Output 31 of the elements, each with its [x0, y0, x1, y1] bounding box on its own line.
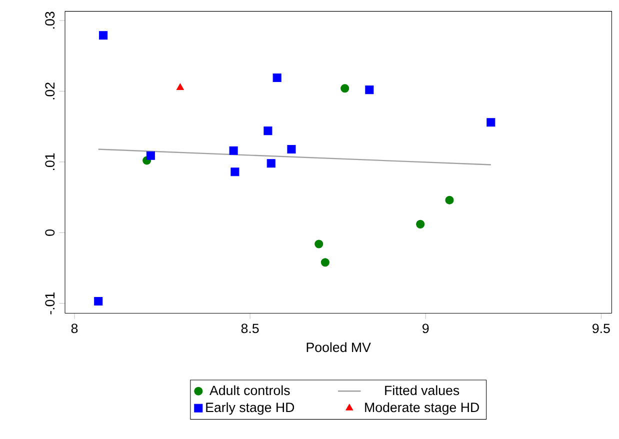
point	[486, 118, 496, 127]
point	[365, 86, 374, 94]
y-tick-label: .02	[45, 82, 55, 100]
legend-label: Fitted values	[385, 385, 460, 396]
y-tick-label: -.01	[45, 292, 55, 314]
legend-label: Moderate stage HD	[365, 402, 479, 415]
point	[229, 146, 238, 155]
point	[266, 159, 276, 168]
y-tick-label: .03	[45, 12, 55, 29]
point	[287, 144, 296, 154]
legend-label: Early stage HD	[206, 402, 294, 415]
point	[146, 151, 155, 160]
x-tick-label: 9.5	[592, 324, 610, 334]
y-tick-label: .01	[45, 153, 55, 170]
point	[445, 196, 454, 204]
point	[264, 126, 272, 136]
x-tick-label: 9	[422, 324, 429, 334]
x-tick-label: 8	[71, 324, 78, 334]
point	[314, 240, 324, 248]
point	[230, 168, 240, 176]
point	[272, 74, 282, 82]
point	[340, 84, 350, 93]
x-tick-label: 8.5	[241, 324, 259, 334]
point	[320, 258, 330, 267]
point	[416, 220, 425, 228]
y-tick-label: 0	[45, 229, 55, 236]
point	[176, 83, 184, 90]
point	[94, 297, 103, 306]
legend-label: Adult controls	[210, 385, 290, 396]
x-axis-title: Pooled MV	[306, 342, 371, 352]
point	[99, 31, 108, 40]
